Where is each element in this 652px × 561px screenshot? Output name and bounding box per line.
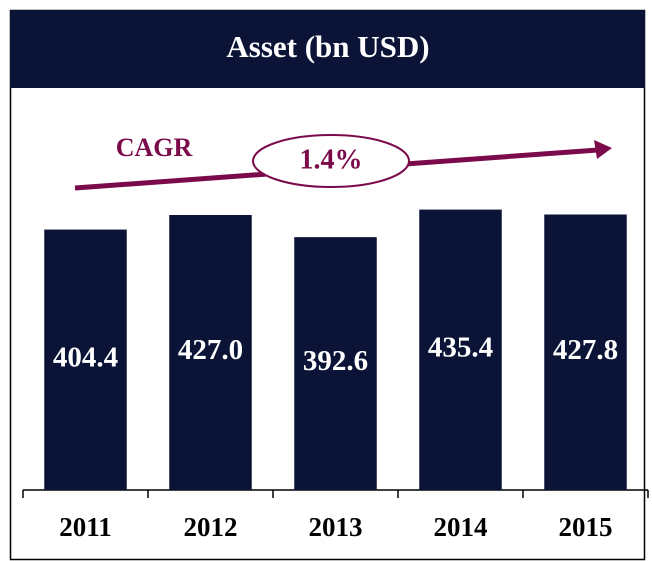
- value-label: 427.0: [178, 334, 243, 366]
- chart-title: Asset (bn USD): [226, 29, 429, 64]
- cagr-label: CAGR: [116, 133, 193, 162]
- x-tick-label: 2011: [59, 512, 112, 542]
- value-label: 435.4: [428, 331, 493, 363]
- value-label: 392.6: [303, 345, 368, 377]
- x-tick-label: 2014: [434, 512, 488, 542]
- bar: [544, 214, 627, 490]
- cagr-ellipse: [252, 134, 410, 188]
- cagr-value: 1.4%: [300, 144, 363, 175]
- bar: [44, 229, 127, 490]
- x-tick-label: 2012: [184, 512, 238, 542]
- x-tick-label: 2013: [309, 512, 363, 542]
- value-label: 427.8: [553, 334, 618, 366]
- value-label: 404.4: [53, 341, 118, 373]
- bar: [169, 215, 252, 490]
- bar: [419, 209, 502, 490]
- bar: [294, 237, 377, 490]
- title-banner: [10, 10, 645, 88]
- arrow-head: [594, 140, 612, 159]
- x-tick-label: 2015: [559, 512, 613, 542]
